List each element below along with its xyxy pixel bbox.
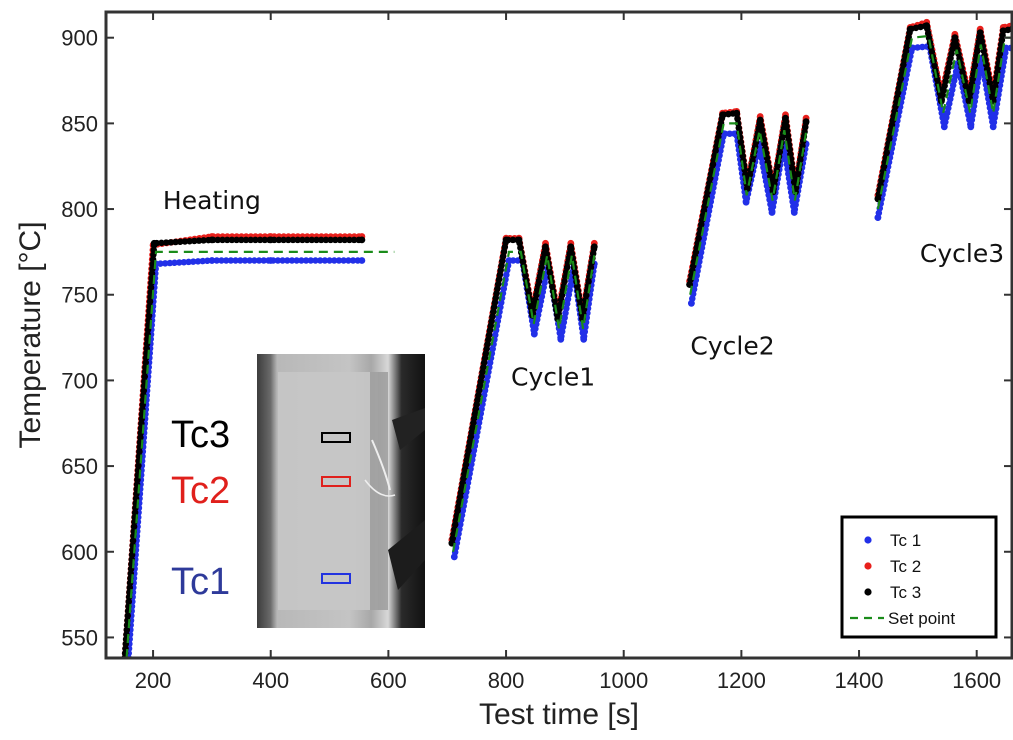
data-segment [874, 43, 1012, 221]
annotation-cycle2: Cycle2 [690, 332, 774, 361]
data-point [557, 335, 565, 343]
inset-label-tc2: Tc2 [171, 470, 230, 512]
data-point [940, 123, 948, 131]
series-tc-3 [121, 22, 1012, 658]
legend-item: Tc 2 [864, 557, 921, 576]
tc1-marker [321, 573, 351, 584]
y-tick-label: 700 [61, 368, 98, 393]
data-point [530, 330, 538, 338]
data-point [542, 243, 549, 251]
setpoint-segment [689, 122, 808, 295]
x-tick-label: 600 [370, 668, 407, 693]
annotations: Heating Cycle1 Cycle2 Cycle3 [163, 186, 1004, 391]
x-tick-label: 400 [252, 668, 289, 693]
y-tick-label: 550 [61, 625, 98, 650]
data-point [567, 243, 575, 251]
legend-label: Tc 2 [890, 557, 921, 576]
tc2-marker [321, 476, 351, 487]
y-tick-label: 900 [61, 26, 98, 51]
data-point [802, 118, 810, 126]
setpoint-segment [125, 250, 395, 658]
annotation-cycle3: Cycle3 [920, 239, 1004, 268]
y-tick-label: 800 [61, 197, 98, 222]
data-point [782, 114, 789, 122]
data-point [999, 27, 1007, 35]
data-point [590, 243, 598, 251]
data-point [267, 236, 275, 244]
legend-label: Tc 1 [890, 531, 921, 550]
data-point [580, 335, 588, 343]
legend-swatch [864, 536, 872, 544]
setpoint-segment [452, 250, 596, 553]
series-set-point [125, 34, 1012, 658]
data-point [967, 123, 975, 131]
x-tick-label: 1400 [835, 668, 884, 693]
x-axis-title: Test time [s] [479, 698, 639, 731]
x-tick-label: 1600 [952, 668, 1001, 693]
data-point [719, 111, 726, 119]
data-point [505, 257, 513, 264]
legend-swatch [864, 588, 872, 596]
data-point [874, 214, 882, 222]
data-point [358, 236, 366, 244]
thermocouple-inset-photo [257, 354, 425, 628]
y-axis-title: Temperature [°C] [14, 221, 47, 448]
data-point [150, 239, 158, 247]
x-tick-label: 200 [135, 668, 172, 693]
legend-item: Tc 1 [864, 531, 921, 550]
data-point [267, 257, 275, 264]
y-tick-label: 750 [61, 283, 98, 308]
tc3-marker [321, 432, 351, 443]
data-point [450, 553, 458, 561]
data-point [208, 257, 216, 264]
data-point [515, 236, 523, 244]
data-point [688, 299, 695, 307]
axis-ticks: 200 400 600 800 1000 1200 1400 1600 550 600 650 700… [61, 12, 1012, 693]
data-point [743, 185, 751, 192]
data-point [733, 109, 741, 117]
data-point [502, 236, 510, 244]
data-point [790, 209, 798, 216]
y-tick-label: 650 [61, 454, 98, 479]
plot-frame [104, 10, 1013, 660]
data-segment [874, 22, 1012, 203]
annotation-heating: Heating [163, 186, 261, 215]
annotation-cycle1: Cycle1 [511, 363, 595, 392]
legend-label: Set point [888, 609, 955, 628]
legend-swatch [864, 562, 872, 570]
data-point [208, 236, 216, 244]
legend-label: Tc 3 [890, 583, 921, 602]
data-point [358, 257, 366, 264]
inset-label-tc1: Tc1 [171, 561, 230, 603]
series-layer [121, 18, 1012, 658]
y-tick-label: 850 [61, 111, 98, 136]
data-point [951, 34, 959, 42]
data-point [768, 209, 776, 216]
data-point [906, 25, 914, 33]
legend-item: Tc 3 [864, 583, 921, 602]
y-tick-label: 600 [61, 540, 98, 565]
x-tick-label: 1000 [599, 668, 648, 693]
x-tick-label: 1200 [717, 668, 766, 693]
data-point [756, 116, 764, 124]
data-point [989, 123, 997, 131]
data-point [923, 22, 931, 30]
setpoint-segment [876, 34, 1012, 210]
data-point [742, 198, 750, 206]
data-point [976, 29, 984, 36]
inset-label-tc3: Tc3 [171, 414, 230, 456]
legend: Tc 1 Tc 2 Tc 3 Set point [840, 515, 998, 639]
x-tick-label: 800 [488, 668, 525, 693]
legend-item: Set point [850, 609, 955, 628]
